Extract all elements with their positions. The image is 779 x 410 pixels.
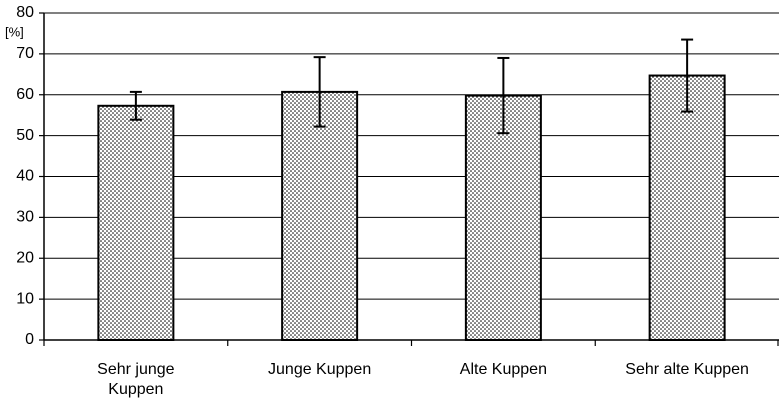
y-tick-label: 10 — [16, 290, 34, 307]
error-bar — [497, 56, 510, 135]
error-bar — [129, 90, 142, 121]
bar — [464, 94, 542, 341]
y-tick-label: 20 — [16, 249, 34, 266]
error-bar — [313, 56, 326, 128]
y-tick-label: 0 — [25, 331, 34, 348]
y-tick-label: 40 — [16, 168, 34, 185]
x-tick-label: Sehr alte Kuppen — [625, 361, 749, 378]
y-tick-label: 50 — [16, 127, 34, 144]
x-tick-label: Alte Kuppen — [459, 361, 547, 378]
bar — [281, 90, 359, 341]
y-tick-label: 80 — [16, 4, 34, 21]
y-tick-label: 70 — [16, 45, 34, 62]
y-axis-label: [%] — [5, 24, 24, 39]
bar — [648, 74, 726, 341]
bar — [97, 104, 175, 341]
x-tick-label: Junge Kuppen — [268, 361, 372, 378]
y-tick-label: 60 — [16, 86, 34, 103]
x-tick-label: Sehr junge Kuppen — [97, 361, 175, 398]
y-tick-label: 30 — [16, 209, 34, 226]
error-bar — [681, 38, 694, 113]
